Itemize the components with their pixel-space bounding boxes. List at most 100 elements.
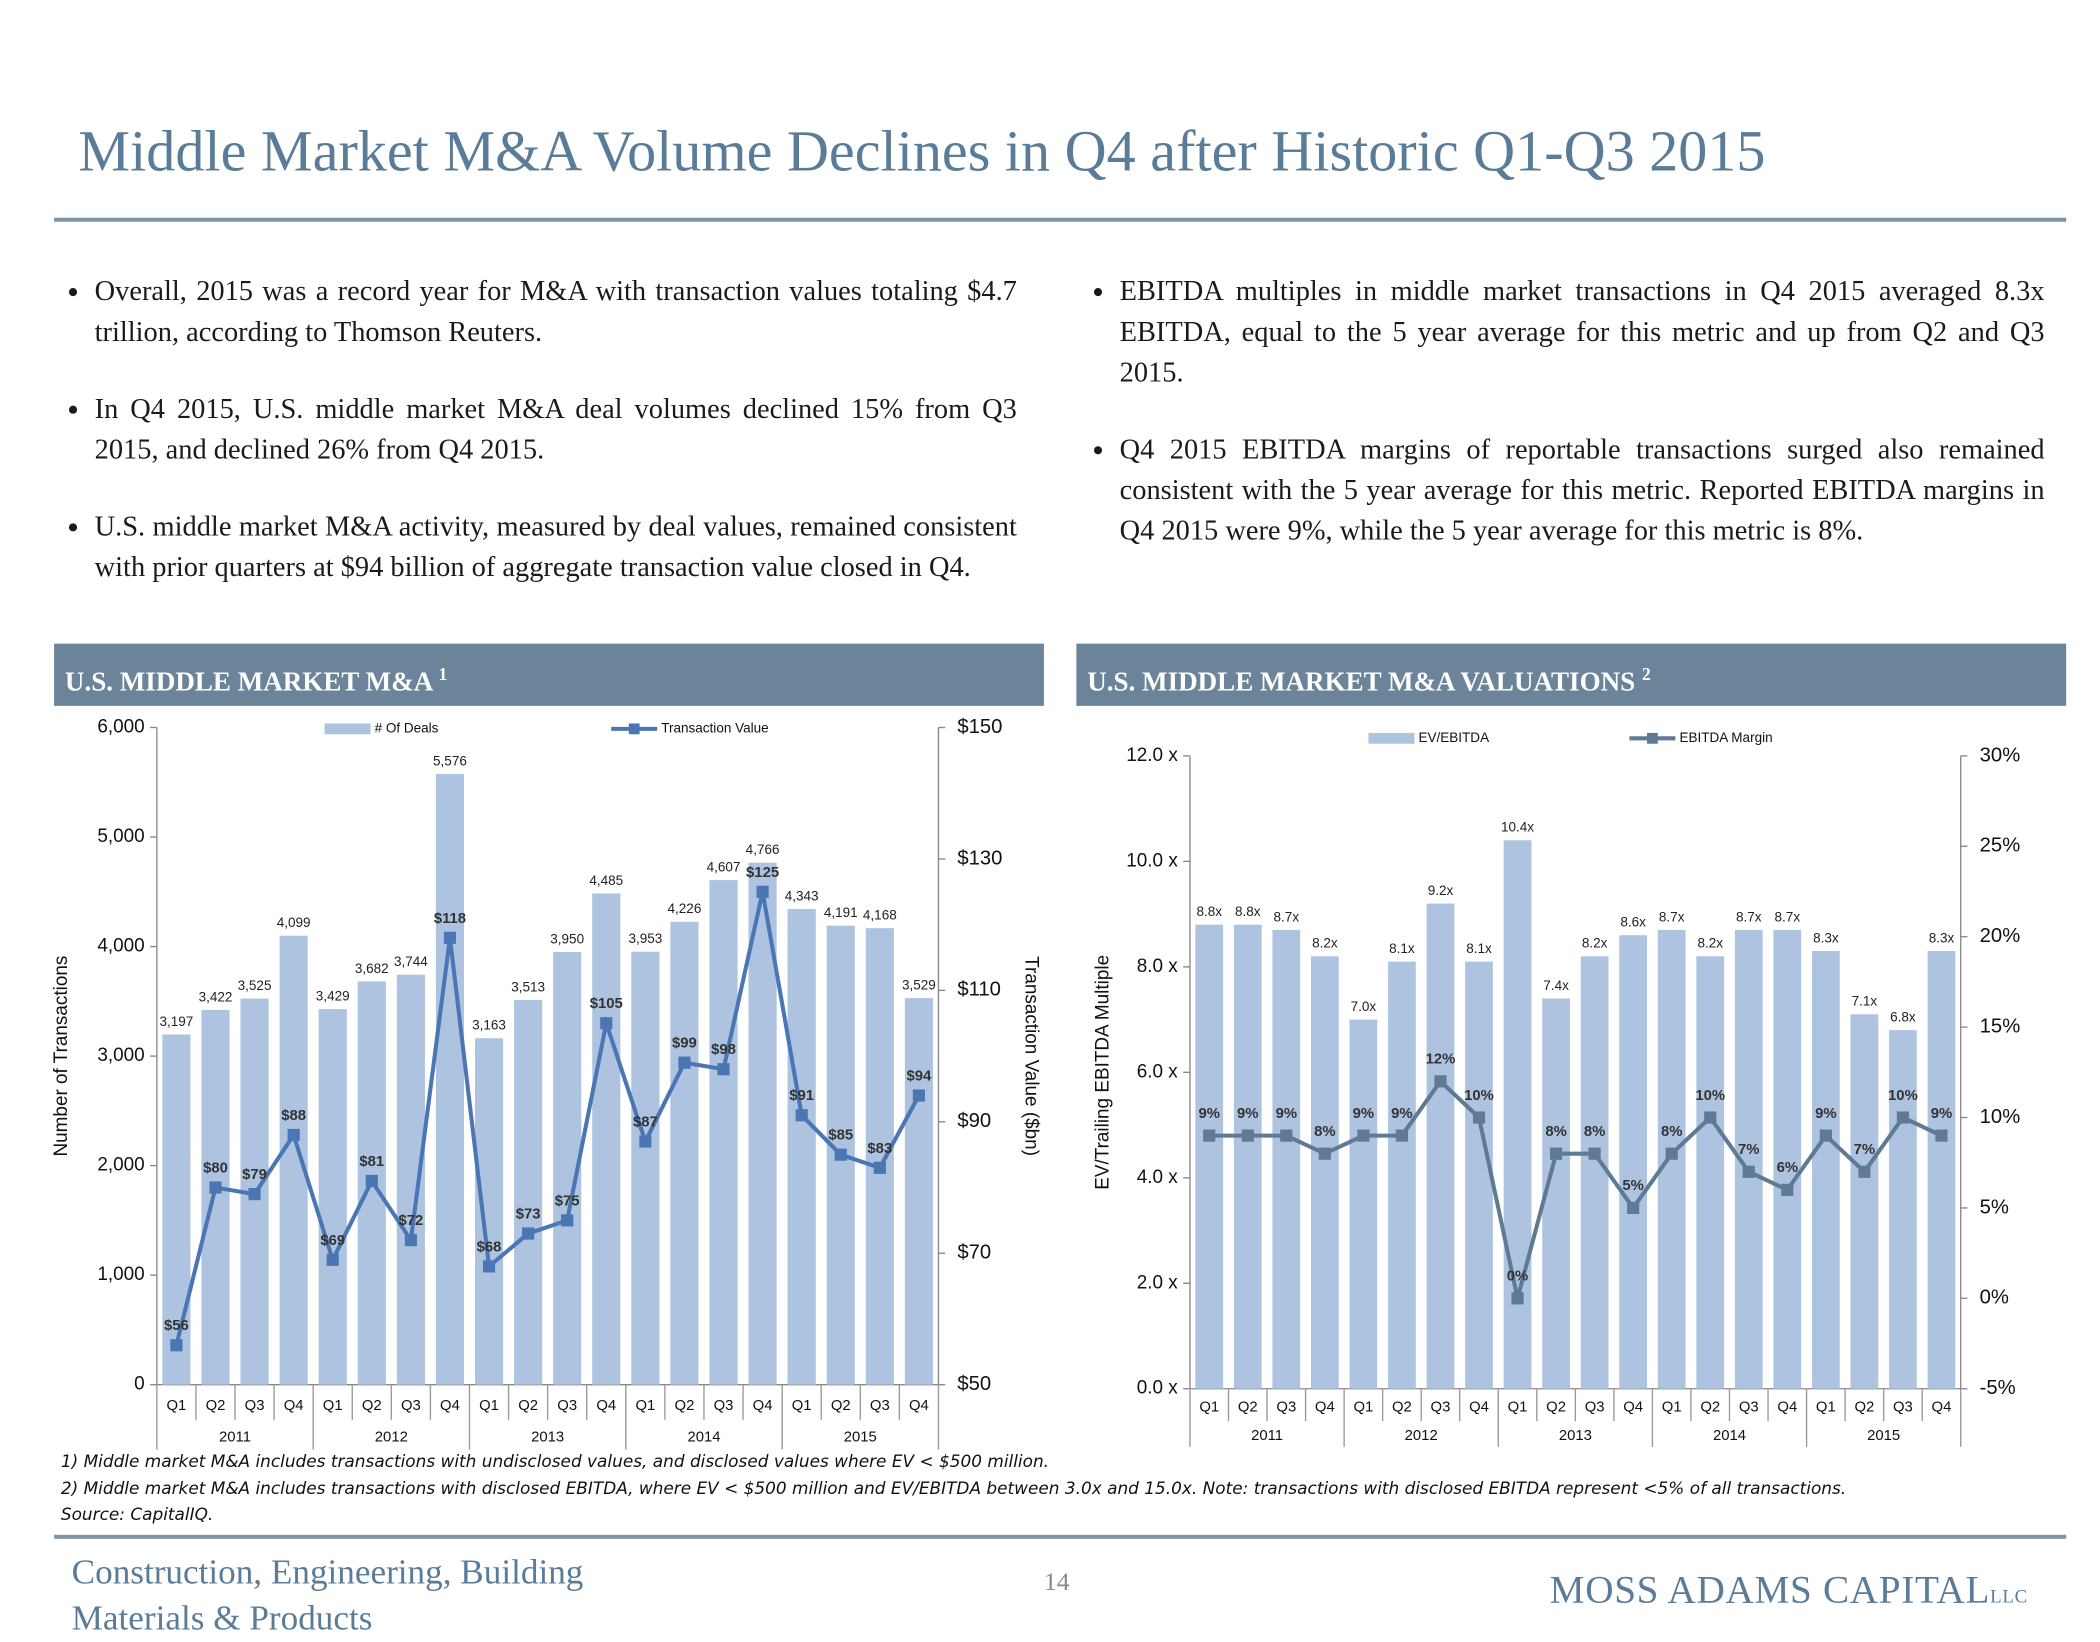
- y-tick-label: 12.0 x: [1126, 745, 1178, 766]
- bar-value-label: 4,485: [589, 873, 623, 888]
- line-value-label: 0%: [1507, 1269, 1528, 1285]
- legend-label: # Of Deals: [375, 720, 439, 735]
- y-tick-label: 3,000: [97, 1045, 144, 1066]
- line-value-label: $69: [320, 1233, 345, 1249]
- bar: [1195, 924, 1224, 1389]
- y2-axis-title: Transaction Value ($bn): [1020, 956, 1041, 1156]
- y-tick-label: 5,000: [97, 826, 144, 847]
- line-marker: [248, 1188, 261, 1201]
- x-tick-label: Q1: [1662, 1400, 1682, 1416]
- bar-value-label: 8.7x: [1274, 909, 1300, 924]
- bar: [1580, 956, 1609, 1389]
- x-tick-label: Q4: [1469, 1400, 1489, 1416]
- bar-value-label: 3,513: [511, 979, 545, 994]
- line-marker: [1588, 1147, 1601, 1160]
- bar: [1927, 951, 1956, 1389]
- legend-swatch-marker: [1647, 732, 1658, 744]
- bar-value-label: 4,168: [863, 908, 897, 923]
- y2-tick-label: $110: [957, 979, 1001, 1001]
- x-tick-label: Q1: [1816, 1400, 1836, 1416]
- section-header-text: U.S. MIDDLE MARKET M&A VALUATIONS: [1087, 667, 1636, 698]
- y-axis-title: Number of Transactions: [51, 956, 72, 1157]
- y-tick-label: 6,000: [97, 716, 144, 737]
- line-value-label: $98: [711, 1042, 736, 1058]
- bar-value-label: 8.1x: [1389, 941, 1415, 956]
- y-axis-title: EV/Trailing EBITDA Multiple: [1092, 955, 1113, 1190]
- bar-value-label: 4,607: [707, 859, 741, 874]
- line-value-label: $56: [164, 1318, 189, 1334]
- y2-tick-label: 15%: [1980, 1015, 2021, 1037]
- bar: [1696, 956, 1725, 1389]
- y-tick-label: 2.0 x: [1137, 1272, 1179, 1293]
- title-rule: [54, 217, 2067, 222]
- x-tick-label: Q3: [1585, 1400, 1605, 1416]
- line-marker: [1472, 1111, 1486, 1124]
- x-tick-label: Q3: [1893, 1400, 1913, 1416]
- x-tick-label: Q2: [518, 1398, 538, 1414]
- bar: [318, 1009, 347, 1385]
- x-tick-label: Q2: [1700, 1400, 1720, 1416]
- line-marker: [1819, 1129, 1832, 1142]
- y2-tick-label: 20%: [1980, 925, 2021, 947]
- line-marker: [678, 1056, 691, 1069]
- line-marker: [209, 1181, 222, 1194]
- bar: [1310, 956, 1339, 1389]
- bar-value-label: 5,576: [433, 753, 467, 768]
- line-marker: [1549, 1147, 1563, 1160]
- line-marker: [1318, 1147, 1331, 1160]
- bar-value-label: 8.7x: [1736, 909, 1762, 924]
- y-tick-label: 8.0 x: [1137, 956, 1179, 977]
- bullet: In Q4 2015, U.S. middle market M&A deal …: [95, 388, 1017, 469]
- line-value-label: 7%: [1854, 1142, 1875, 1158]
- bar: [162, 1034, 191, 1385]
- bar-value-label: 4,343: [785, 888, 819, 903]
- bar-value-label: 7.1x: [1852, 994, 1878, 1009]
- line-marker: [1280, 1129, 1293, 1142]
- bar-value-label: 3,953: [628, 931, 662, 946]
- y-tick-label: 4.0 x: [1137, 1167, 1179, 1188]
- y2-tick-label: $150: [957, 716, 1002, 738]
- line-marker: [1395, 1129, 1409, 1142]
- bar: [670, 921, 699, 1385]
- x-tick-label: Q3: [870, 1398, 890, 1414]
- line-marker: [1665, 1147, 1678, 1160]
- x-tick-label: Q2: [206, 1398, 226, 1414]
- line-value-label: 8%: [1314, 1124, 1335, 1140]
- group-label: 2011: [219, 1429, 251, 1445]
- bar-value-label: 4,191: [824, 905, 858, 920]
- bar-value-label: 10.4x: [1501, 820, 1534, 835]
- bar: [1850, 1014, 1879, 1389]
- bar-value-label: 4,226: [668, 901, 702, 916]
- bullets-left: Overall, 2015 was a record year for M&A …: [54, 270, 1017, 623]
- y2-tick-label: 10%: [1980, 1106, 2021, 1128]
- bar: [1272, 929, 1301, 1389]
- bar-value-label: 7.0x: [1351, 999, 1377, 1014]
- line-marker: [443, 931, 457, 944]
- line-value-label: $85: [828, 1128, 853, 1144]
- section-header-text: U.S. MIDDLE MARKET M&A: [64, 667, 432, 698]
- bar: [1619, 935, 1648, 1389]
- bar-value-label: 8.7x: [1775, 909, 1801, 924]
- bar: [631, 951, 660, 1385]
- line-marker: [1434, 1075, 1447, 1088]
- footnote: 2) Middle market M&A includes transactio…: [60, 1477, 1847, 1499]
- bar: [1426, 903, 1455, 1389]
- logo: MOSS ADAMS CAPITALLLC: [1550, 1569, 2028, 1614]
- line-value-label: $91: [789, 1088, 814, 1104]
- line-marker: [912, 1089, 925, 1102]
- footnote: Source: CapitalIQ.: [60, 1503, 214, 1524]
- y-tick-label: 2,000: [97, 1155, 144, 1176]
- bullet: Q4 2015 EBITDA margins of reportable tra…: [1120, 429, 2045, 551]
- x-tick-label: Q4: [1623, 1400, 1643, 1416]
- bar-value-label: 8.1x: [1466, 941, 1492, 956]
- line-marker: [1896, 1111, 1910, 1124]
- line-value-label: $118: [434, 911, 466, 927]
- line-value-label: 9%: [1276, 1106, 1297, 1122]
- line-marker: [326, 1253, 339, 1266]
- x-tick-label: Q3: [1431, 1400, 1451, 1416]
- bullets-right: EBITDA multiples in middle market transa…: [1079, 270, 2045, 586]
- footnote: 1) Middle market M&A includes transactio…: [60, 1450, 1050, 1472]
